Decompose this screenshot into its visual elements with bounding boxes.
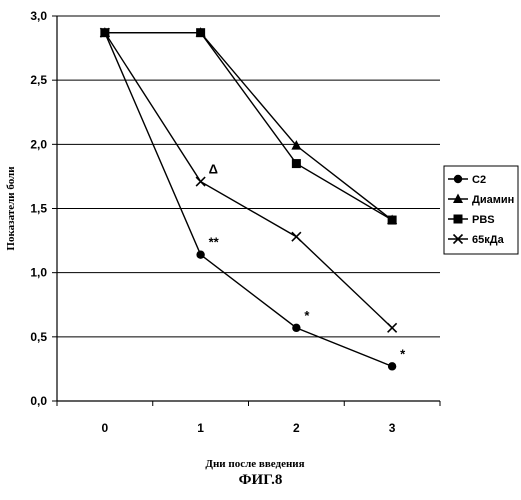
y-tick-label-0: 0,0 [30, 394, 47, 408]
y-tick-label-1: 0,5 [30, 330, 47, 344]
annotation-1: ** [209, 235, 220, 250]
series-2-point-3 [388, 216, 397, 225]
series-2-point-1 [196, 28, 205, 37]
legend-label-1: Диамин [472, 194, 514, 206]
x-tick-labels: 0 1 2 3 [102, 421, 396, 435]
legend: C2 Диамин PBS 65кДа [444, 166, 518, 254]
series-0-point-2 [292, 324, 300, 332]
y-tick-label-3: 1,5 [30, 202, 47, 216]
y-tick-label-2: 1,0 [30, 266, 47, 280]
x-tick-label-2: 2 [293, 421, 300, 435]
series-2-point-2 [292, 159, 301, 168]
legend-label-0: C2 [472, 174, 486, 186]
y-tick-label-4: 2,0 [30, 137, 47, 151]
series-0-point-3 [388, 362, 396, 370]
y-tick-label-6: 3,0 [30, 9, 47, 23]
y-axis-label: Показатели боли [5, 166, 17, 251]
x-tick-label-0: 0 [102, 421, 109, 435]
series-0-point-1 [196, 251, 204, 259]
x-axis-label: Дни после введения [205, 458, 304, 470]
x-tick-label-3: 3 [389, 421, 396, 435]
y-tick-labels: 0,0 0,5 1,0 1,5 2,0 2,5 3,0 [30, 9, 47, 408]
annotation-0: Δ [209, 162, 218, 177]
line-chart: 0,00,51,01,52,02,53,0 0123 Δ**** C2Диами… [0, 0, 521, 470]
x-tick-label-1: 1 [197, 421, 204, 435]
figure-caption: ФИГ.8 [0, 472, 521, 489]
legend-label-3: 65кДа [472, 234, 505, 246]
y-tick-label-5: 2,5 [30, 73, 47, 87]
legend-marker-0 [454, 175, 462, 183]
legend-label-2: PBS [472, 214, 495, 226]
legend-marker-2 [454, 215, 463, 224]
